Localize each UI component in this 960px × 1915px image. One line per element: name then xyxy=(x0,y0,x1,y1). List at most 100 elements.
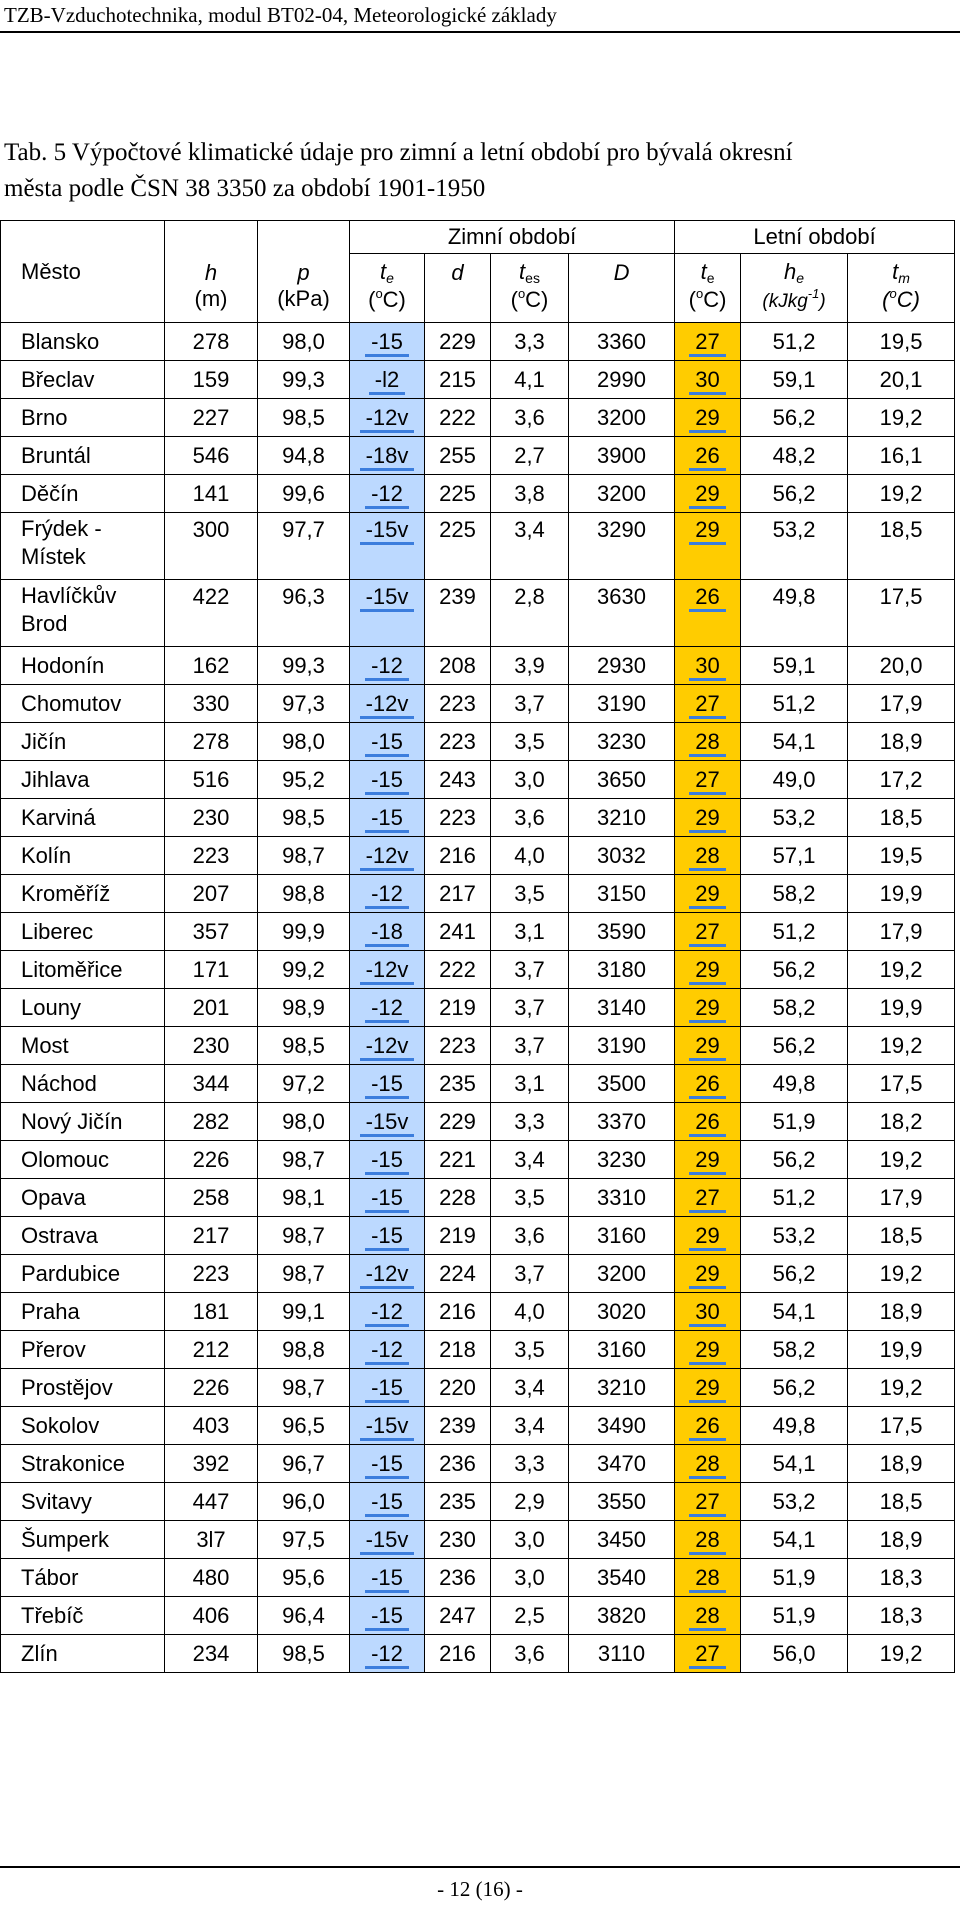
cell-tes: 3,6 xyxy=(490,1634,569,1673)
cell-D: 3590 xyxy=(567,912,676,951)
cell-tm: 18,2 xyxy=(847,1102,956,1141)
cell-te-w: -15 xyxy=(349,1140,425,1179)
cell-p: 95,6 xyxy=(257,1558,350,1597)
cell-d: 235 xyxy=(424,1064,491,1103)
cell-he: 51,2 xyxy=(740,1178,849,1217)
cell-d: 215 xyxy=(424,360,491,399)
unit-close: C) xyxy=(896,287,920,312)
cell-te-w: -15 xyxy=(349,322,425,361)
cell-city: Svitavy xyxy=(0,1482,165,1521)
cell-value: 27 xyxy=(689,918,726,947)
cell-p: 96,5 xyxy=(257,1406,350,1445)
cell-te-s: 26 xyxy=(674,1102,742,1141)
unit-open: ( xyxy=(688,287,696,312)
table-row: Břeclav 159 99,3 -l2 215 4,1 2990 30 59,1 20,1 xyxy=(0,360,956,399)
cell-he: 49,8 xyxy=(740,579,849,647)
cell-value: -15 xyxy=(365,1184,409,1213)
cell-he: 53,2 xyxy=(740,512,849,580)
cell-he: 54,1 xyxy=(740,1444,849,1483)
cell-value: 28 xyxy=(689,1602,726,1631)
cell-p: 99,9 xyxy=(257,912,350,951)
cell-city: Louny xyxy=(0,988,165,1027)
cell-tm: 17,5 xyxy=(847,1064,956,1103)
cell-value: -12 xyxy=(365,652,409,681)
cell-value: 26 xyxy=(689,1070,726,1099)
table-row: Zlín 234 98,5 -12 216 3,6 3110 27 56,0 19,2 xyxy=(0,1634,956,1673)
cell-tes: 3,7 xyxy=(490,684,569,723)
cell-city: Tábor xyxy=(0,1558,165,1597)
cell-h: 447 xyxy=(164,1482,258,1521)
cell-value: -15 xyxy=(365,728,409,757)
cell-city: Hodonín xyxy=(0,646,165,685)
cell-p: 98,7 xyxy=(257,1216,350,1255)
cell-city: Bruntál xyxy=(0,436,165,475)
cell-te-w: -15 xyxy=(349,1558,425,1597)
cell-p: 96,0 xyxy=(257,1482,350,1521)
header-tm-sub: m xyxy=(898,270,910,286)
cell-te-w: -15 xyxy=(349,1596,425,1635)
table-row: Děčín 141 99,6 -12 225 3,8 3200 29 56,2 19,2 xyxy=(0,474,956,513)
cell-city: Chomutov xyxy=(0,684,165,723)
table-row: Brno 227 98,5 -12v 222 3,6 3200 29 56,2 19,2 xyxy=(0,398,956,437)
cell-tes: 3,7 xyxy=(490,950,569,989)
header-h-unit-text: (m) xyxy=(194,286,228,311)
cell-te-s: 29 xyxy=(674,798,742,837)
cell-city: Kolín xyxy=(0,836,165,875)
header-tes-sub: es xyxy=(525,270,540,286)
cell-value: -15 xyxy=(365,1450,409,1479)
cell-te-s: 29 xyxy=(674,1140,742,1179)
cell-te-s: 26 xyxy=(674,1064,742,1103)
header-te-winter-sub: e xyxy=(386,270,394,286)
cell-city: Ostrava xyxy=(0,1216,165,1255)
cell-h: 230 xyxy=(164,1026,258,1065)
cell-d: 224 xyxy=(424,1254,491,1293)
table-row: Chomutov 330 97,3 -12v 223 3,7 3190 27 51,2 17,9 xyxy=(0,684,956,723)
header-p: p xyxy=(257,253,350,286)
cell-te-s: 28 xyxy=(674,836,742,875)
unit-open: ( xyxy=(882,287,890,312)
cell-p: 98,7 xyxy=(257,1368,350,1407)
header-D: D xyxy=(567,253,676,286)
cell-city: Karviná xyxy=(0,798,165,837)
cell-value: -12 xyxy=(365,994,409,1023)
cell-tm: 18,9 xyxy=(847,722,956,761)
header-tm: tm xyxy=(847,253,956,286)
cell-he: 53,2 xyxy=(740,1482,849,1521)
caption-line-1: Tab. 5 Výpočtové klimatické údaje pro zi… xyxy=(4,139,793,166)
cell-h: 344 xyxy=(164,1064,258,1103)
table-row: Liberec 357 99,9 -18 241 3,1 3590 27 51,2 17,9 xyxy=(0,912,956,951)
cell-value: -15 xyxy=(365,766,409,795)
cell-p: 98,5 xyxy=(257,398,350,437)
cell-te-s: 29 xyxy=(674,950,742,989)
cell-tes: 3,3 xyxy=(490,1102,569,1141)
cell-value: -12 xyxy=(365,1336,409,1365)
cell-h: 516 xyxy=(164,760,258,799)
cell-d: 219 xyxy=(424,988,491,1027)
table-row: Hodonín 162 99,3 -12 208 3,9 2930 30 59,1 20,0 xyxy=(0,646,956,685)
cell-te-s: 29 xyxy=(674,988,742,1027)
cell-tm: 19,2 xyxy=(847,474,956,513)
header-p-unit: (kPa) xyxy=(257,286,350,323)
cell-tes: 4,0 xyxy=(490,836,569,875)
cell-he: 51,2 xyxy=(740,322,849,361)
cell-h: 162 xyxy=(164,646,258,685)
cell-D: 3190 xyxy=(567,1026,676,1065)
cell-h: 159 xyxy=(164,360,258,399)
cell-D: 3160 xyxy=(567,1216,676,1255)
header-h: h xyxy=(164,253,258,286)
cell-tes: 3,5 xyxy=(490,874,569,913)
cell-tm: 19,9 xyxy=(847,1330,956,1369)
cell-tes: 3,0 xyxy=(490,1520,569,1559)
cell-city: Liberec xyxy=(0,912,165,951)
cell-D: 3370 xyxy=(567,1102,676,1141)
cell-h: 207 xyxy=(164,874,258,913)
cell-he: 56,2 xyxy=(740,950,849,989)
cell-te-s: 27 xyxy=(674,1178,742,1217)
header-h-symbol: h xyxy=(204,260,218,285)
header-te-winter-unit: (oC) xyxy=(349,286,425,323)
cell-h: 278 xyxy=(164,722,258,761)
cell-value: 29 xyxy=(689,804,726,833)
cell-h: 300 xyxy=(164,512,258,580)
cell-city: Zlín xyxy=(0,1634,165,1673)
cell-tm: 19,5 xyxy=(847,836,956,875)
